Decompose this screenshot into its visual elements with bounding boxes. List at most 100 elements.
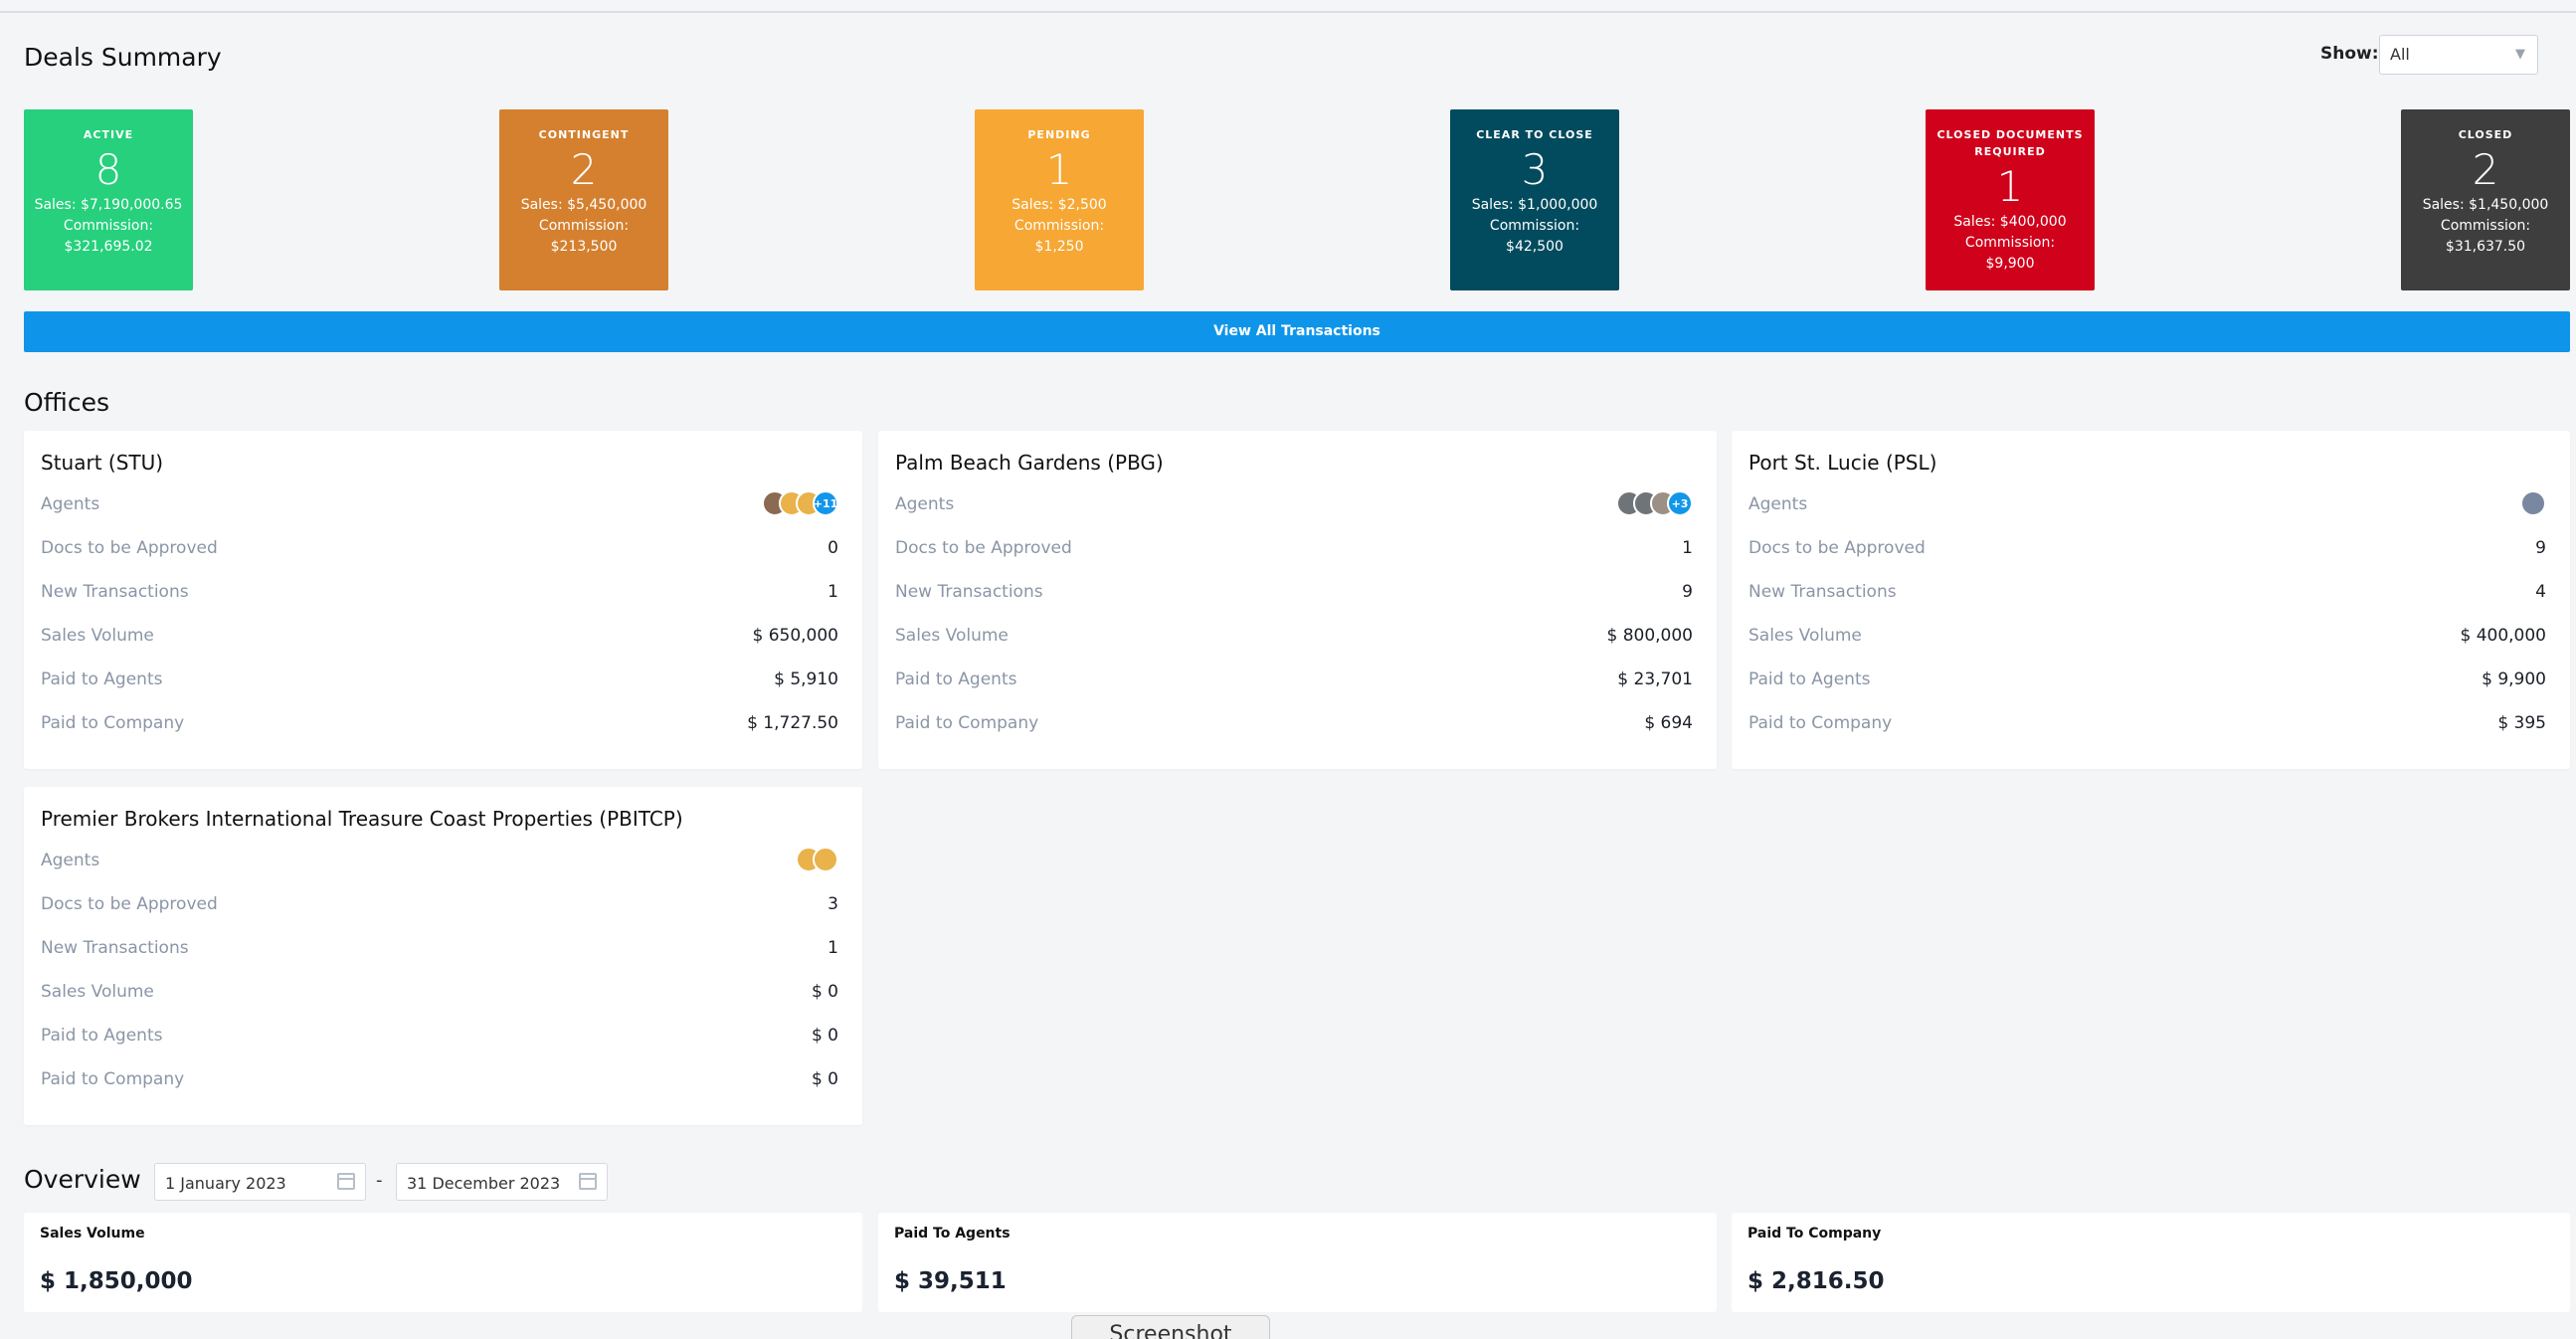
row-label: Paid to Company xyxy=(41,713,185,733)
office-row-docs: Docs to be Approved 0 xyxy=(41,534,838,564)
deal-card-commission: $31,637.50 xyxy=(2445,239,2526,255)
office-row-agents: Agents +3 xyxy=(895,490,1693,520)
more-agents-badge[interactable]: +3 xyxy=(1667,490,1693,516)
row-value: $ 9,900 xyxy=(2482,670,2546,689)
agent-avatars[interactable]: +11 xyxy=(762,490,838,518)
deal-card-sales: Sales: $1,450,000 xyxy=(2422,197,2549,213)
row-value: 1 xyxy=(828,582,838,602)
deal-card-count: 8 xyxy=(94,145,122,194)
row-value: $ 650,000 xyxy=(752,626,838,646)
deal-card-closed-documents-required[interactable]: CLOSED DOCUMENTS REQUIRED 1 Sales: $400,… xyxy=(1926,109,2095,290)
deal-card-contingent[interactable]: CONTINGENT 2 Sales: $5,450,000 Commissio… xyxy=(499,109,668,290)
deal-card-label: CLOSED xyxy=(2458,128,2513,141)
date-separator: - xyxy=(376,1170,383,1191)
deal-card-commission: $1,250 xyxy=(1034,239,1084,255)
office-row-docs: Docs to be Approved 3 xyxy=(41,890,838,920)
show-select-value: All xyxy=(2390,45,2410,64)
deal-card-sales: Sales: $5,450,000 xyxy=(520,197,647,213)
row-value: $ 395 xyxy=(2497,713,2546,733)
stat-value: $ 39,511 xyxy=(894,1268,1007,1294)
office-name: Palm Beach Gardens (PBG) xyxy=(895,451,1164,475)
row-value: $ 5,910 xyxy=(774,670,838,689)
row-value: $ 0 xyxy=(811,1026,838,1046)
calendar-icon[interactable] xyxy=(579,1173,597,1190)
office-row-docs: Docs to be Approved 9 xyxy=(1748,534,2546,564)
avatar[interactable] xyxy=(813,847,838,872)
deal-card-label: CLEAR TO CLOSE xyxy=(1476,128,1593,141)
row-label: Sales Volume xyxy=(41,626,154,646)
deal-card-commission-label: Commission: xyxy=(63,218,154,234)
more-agents-badge[interactable]: +11 xyxy=(813,490,838,516)
deal-card-commission-label: Commission: xyxy=(2440,218,2531,234)
deal-card-label: CLOSED DOCUMENTS REQUIRED xyxy=(1936,128,2084,158)
show-select[interactable]: All ▼ xyxy=(2379,35,2538,75)
stat-value: $ 2,816.50 xyxy=(1748,1268,1885,1294)
row-label: Paid to Agents xyxy=(1748,670,1871,689)
deal-card-label: CONTINGENT xyxy=(538,128,630,141)
office-row-agents: Agents +11 xyxy=(41,490,838,520)
row-label: New Transactions xyxy=(895,582,1043,602)
row-label: New Transactions xyxy=(41,582,189,602)
office-card-pbitcp[interactable]: Premier Brokers International Treasure C… xyxy=(24,787,862,1125)
office-row-paid-to-company: Paid to Company $ 1,727.50 xyxy=(41,709,838,739)
office-row-new-transactions: New Transactions 1 xyxy=(41,578,838,608)
office-name: Stuart (STU) xyxy=(41,451,164,475)
deal-card-commission-label: Commission: xyxy=(538,218,630,234)
offices-title: Offices xyxy=(24,388,109,417)
stat-value: $ 1,850,000 xyxy=(40,1268,193,1294)
row-label: Paid to Agents xyxy=(895,670,1017,689)
office-card-stuart[interactable]: Stuart (STU) Agents +11 Docs to be Appro… xyxy=(24,431,862,769)
office-row-agents: Agents xyxy=(41,847,838,876)
row-label: Agents xyxy=(41,494,100,514)
calendar-icon[interactable] xyxy=(337,1173,355,1190)
office-row-paid-to-agents: Paid to Agents $ 0 xyxy=(41,1022,838,1052)
office-name: Port St. Lucie (PSL) xyxy=(1748,451,1937,475)
stat-card-paid-to-company: Paid To Company $ 2,816.50 xyxy=(1732,1213,2570,1312)
deal-card-count: 3 xyxy=(1521,145,1549,194)
row-label: Agents xyxy=(895,494,955,514)
deal-card-label: PENDING xyxy=(1027,128,1091,141)
row-value: $ 23,701 xyxy=(1617,670,1693,689)
office-row-paid-to-agents: Paid to Agents $ 9,900 xyxy=(1748,666,2546,695)
avatar[interactable] xyxy=(2520,490,2546,516)
office-card-port-st-lucie[interactable]: Port St. Lucie (PSL) Agents Docs to be A… xyxy=(1732,431,2570,769)
office-row-sales-volume: Sales Volume $ 650,000 xyxy=(41,622,838,652)
deal-card-pending[interactable]: PENDING 1 Sales: $2,500 Commission: $1,2… xyxy=(975,109,1144,290)
office-row-paid-to-agents: Paid to Agents $ 5,910 xyxy=(41,666,838,695)
row-value: 1 xyxy=(1682,538,1693,558)
row-label: New Transactions xyxy=(41,938,189,958)
agent-avatars[interactable] xyxy=(2520,490,2546,518)
office-row-new-transactions: New Transactions 1 xyxy=(41,934,838,964)
agent-avatars[interactable]: +3 xyxy=(1616,490,1693,518)
date-from-input[interactable]: 1 January 2023 xyxy=(154,1163,366,1201)
date-to-value: 31 December 2023 xyxy=(407,1174,561,1193)
deal-card-commission: $213,500 xyxy=(550,239,618,255)
row-value: $ 0 xyxy=(811,1069,838,1089)
chevron-down-icon: ▼ xyxy=(2515,47,2525,62)
row-value: $ 800,000 xyxy=(1606,626,1693,646)
deal-card-active[interactable]: ACTIVE 8 Sales: $7,190,000.65 Commission… xyxy=(24,109,193,290)
agent-avatars[interactable] xyxy=(796,847,838,874)
deal-card-count: 1 xyxy=(1045,145,1073,194)
deal-card-commission-label: Commission: xyxy=(1964,235,2056,251)
deal-card-closed[interactable]: CLOSED 2 Sales: $1,450,000 Commission: $… xyxy=(2401,109,2570,290)
stat-label: Paid To Company xyxy=(1748,1226,1882,1242)
row-label: Docs to be Approved xyxy=(41,538,218,558)
row-value: 9 xyxy=(1682,582,1693,602)
row-label: Docs to be Approved xyxy=(895,538,1072,558)
office-row-paid-to-company: Paid to Company $ 0 xyxy=(41,1065,838,1095)
show-label: Show: xyxy=(2320,44,2379,64)
office-card-palm-beach-gardens[interactable]: Palm Beach Gardens (PBG) Agents +3 Docs … xyxy=(878,431,1717,769)
deal-card-sales: Sales: $2,500 xyxy=(1012,197,1107,213)
row-value: 4 xyxy=(2535,582,2546,602)
row-label: Paid to Agents xyxy=(41,670,163,689)
row-value: 1 xyxy=(828,938,838,958)
deal-card-count: 2 xyxy=(2472,145,2499,194)
row-label: Docs to be Approved xyxy=(41,894,218,914)
view-all-transactions-button[interactable]: View All Transactions xyxy=(24,311,2570,352)
date-to-input[interactable]: 31 December 2023 xyxy=(396,1163,608,1201)
screenshot-tab[interactable]: Screenshot xyxy=(1071,1315,1270,1339)
deal-card-count: 2 xyxy=(570,145,598,194)
stat-label: Paid To Agents xyxy=(894,1226,1011,1242)
deal-card-clear-to-close[interactable]: CLEAR TO CLOSE 3 Sales: $1,000,000 Commi… xyxy=(1450,109,1619,290)
